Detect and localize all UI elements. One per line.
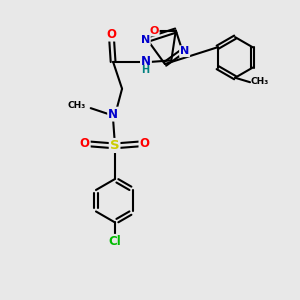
Text: N: N <box>141 35 150 45</box>
Text: CH₃: CH₃ <box>67 101 85 110</box>
Text: Cl: Cl <box>108 235 121 248</box>
Text: H: H <box>141 65 149 75</box>
Text: O: O <box>140 137 149 151</box>
Text: O: O <box>149 26 159 35</box>
Text: O: O <box>80 137 90 151</box>
Text: N: N <box>180 46 189 56</box>
Text: S: S <box>110 139 119 152</box>
Text: O: O <box>106 28 117 40</box>
Text: CH₃: CH₃ <box>251 77 269 86</box>
Text: N: N <box>108 108 118 121</box>
Text: N: N <box>141 56 151 68</box>
